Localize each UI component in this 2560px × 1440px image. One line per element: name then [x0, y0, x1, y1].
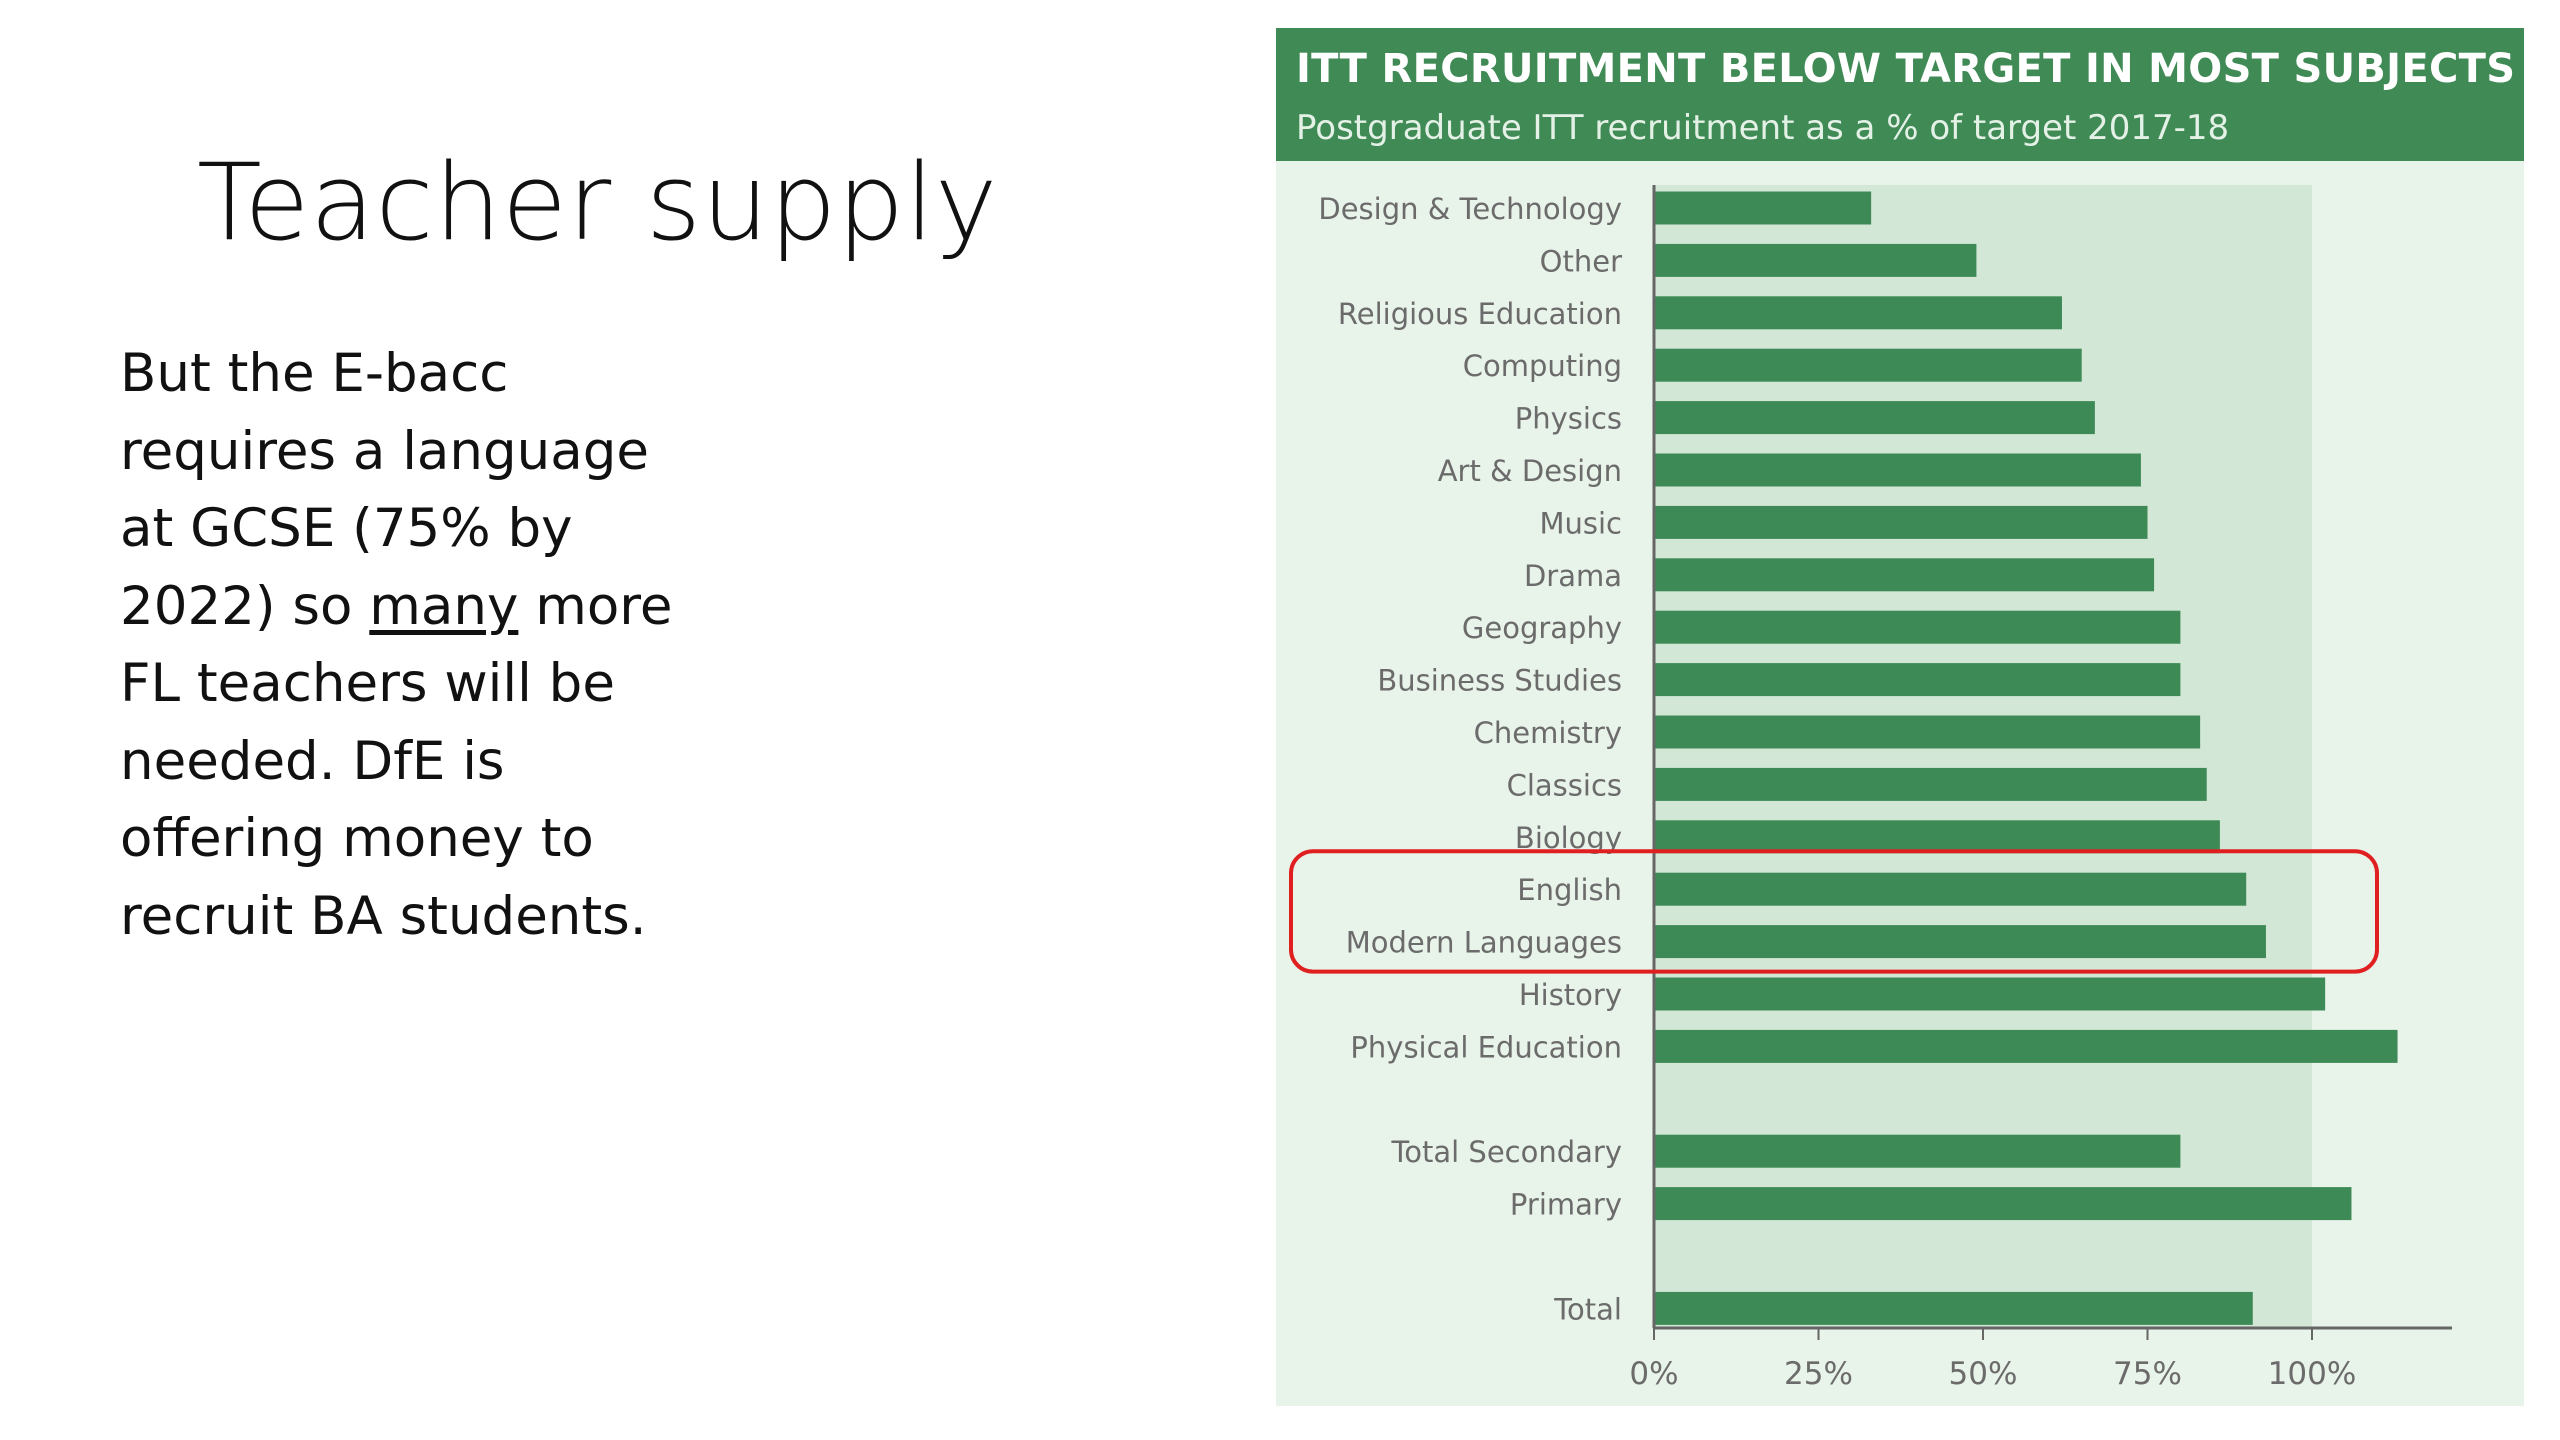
- bar: [1654, 191, 1872, 225]
- bar: [1654, 820, 2220, 854]
- category-label: Modern Languages: [1346, 926, 1622, 960]
- x-tick-label: 75%: [2113, 1356, 2182, 1392]
- bar: [1654, 715, 2201, 749]
- bar: [1654, 243, 1977, 277]
- category-label: Art & Design: [1438, 454, 1622, 488]
- bar: [1654, 453, 2141, 487]
- bar: [1654, 977, 2326, 1011]
- category-label: Drama: [1524, 559, 1622, 593]
- category-label: English: [1517, 873, 1622, 907]
- highlight-box: [1289, 849, 2379, 974]
- category-label: Primary: [1510, 1188, 1622, 1222]
- category-label: Biology: [1515, 821, 1622, 855]
- x-tick-label: 0%: [1629, 1356, 1678, 1392]
- x-tick-label: 100%: [2268, 1356, 2357, 1392]
- bar: [1654, 610, 2181, 644]
- chart-title: ITT RECRUITMENT BELOW TARGET IN MOST SUB…: [1296, 46, 2516, 92]
- x-tick-label: 25%: [1784, 1356, 1853, 1392]
- category-label: Physics: [1515, 402, 1622, 436]
- category-label: Chemistry: [1474, 716, 1622, 750]
- bar-chart: Design & Technology Other Religious Educat…: [1289, 185, 2452, 1392]
- bar: [1654, 925, 2266, 959]
- category-label: Music: [1539, 506, 1622, 540]
- category-label: Geography: [1462, 611, 1622, 645]
- bar: [1654, 1134, 2181, 1168]
- bar: [1654, 663, 2181, 697]
- bar: [1654, 296, 2062, 330]
- x-tick-label: 50%: [1949, 1356, 2018, 1392]
- category-label: Design & Technology: [1318, 192, 1622, 226]
- category-label: Physical Education: [1350, 1030, 1622, 1064]
- category-label: Other: [1540, 244, 1622, 278]
- body-text-underlined: many: [369, 575, 519, 637]
- category-label: Total: [1553, 1292, 1622, 1326]
- slide-body-text: But the E-bacc requires a language at GC…: [120, 335, 700, 955]
- bar: [1654, 401, 2095, 435]
- bar: [1654, 558, 2155, 592]
- chart-panel: ITT RECRUITMENT BELOW TARGET IN MOST SUB…: [1276, 28, 2524, 1406]
- category-label: Classics: [1507, 768, 1622, 802]
- category-label: Religious Education: [1338, 297, 1622, 331]
- chart-header: ITT RECRUITMENT BELOW TARGET IN MOST SUB…: [1276, 28, 2524, 161]
- bar: [1654, 348, 2082, 382]
- bar: [1654, 1291, 2253, 1325]
- bar: [1654, 767, 2207, 801]
- bar: [1654, 872, 2247, 906]
- body-text-before: But the E-bacc requires a language at GC…: [120, 343, 649, 637]
- category-label: Total Secondary: [1390, 1135, 1622, 1169]
- body-text-after: more FL teachers will be needed. DfE is …: [120, 575, 673, 947]
- bar: [1654, 1029, 2398, 1063]
- category-label: Computing: [1463, 349, 1622, 383]
- chart-subtitle: Postgraduate ITT recruitment as a % of t…: [1296, 108, 2230, 148]
- slide-title: Teacher supply: [197, 141, 999, 264]
- category-label: Business Studies: [1377, 664, 1622, 698]
- bar: [1654, 1187, 2352, 1221]
- category-label: History: [1519, 978, 1622, 1012]
- bar: [1654, 505, 2148, 539]
